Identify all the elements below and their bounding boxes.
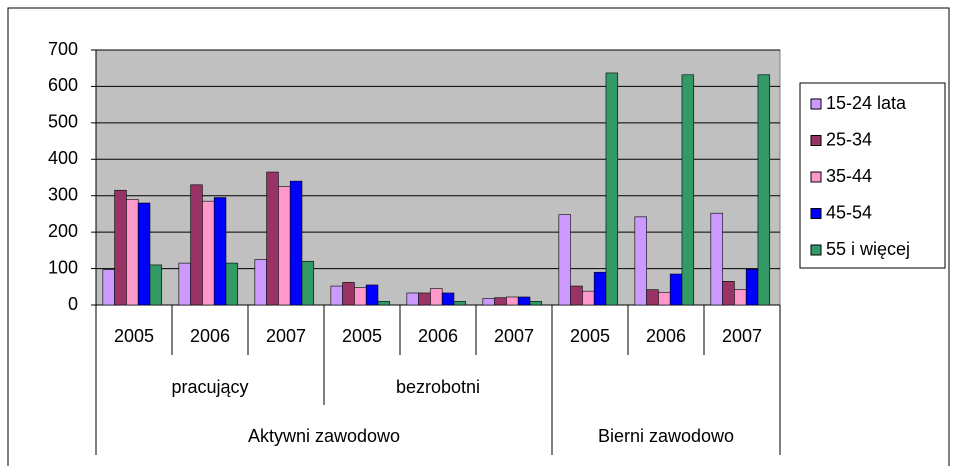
bar: [330, 285, 343, 306]
legend-label: 55 i więcej: [826, 239, 910, 259]
bar: [482, 298, 495, 306]
x-tick-label: 2007: [722, 326, 762, 346]
y-tick-label: 300: [48, 184, 78, 204]
legend-label: 25-34: [826, 129, 872, 149]
bar: [658, 291, 671, 306]
legend-label: 15-24 lata: [826, 93, 907, 113]
bar: [149, 264, 163, 306]
legend-label: 45-54: [826, 202, 872, 222]
bar: [710, 212, 723, 306]
x-tick-label: 2005: [114, 326, 154, 346]
bar: [453, 301, 467, 306]
x-tick-label: 2006: [646, 326, 686, 346]
bar: [406, 292, 419, 306]
y-tick-label: 200: [48, 221, 78, 241]
bar: [114, 189, 127, 306]
bar: [202, 200, 215, 306]
x-tick-label: 2007: [266, 326, 306, 346]
bar: [757, 74, 771, 306]
bar: [266, 171, 279, 306]
bar: [190, 184, 203, 306]
bar: [418, 292, 431, 306]
bar: [289, 180, 303, 306]
bar: [213, 197, 227, 306]
bar: [365, 284, 379, 306]
legend-label: 35-44: [826, 166, 872, 186]
bar: [529, 301, 543, 306]
x-tick-label: 2005: [342, 326, 382, 346]
legend-swatch: [810, 135, 822, 146]
y-tick-label: 100: [48, 257, 78, 277]
bar: [605, 72, 619, 306]
bar: [570, 285, 583, 306]
legend-box: [799, 82, 946, 269]
bar: [354, 287, 367, 306]
bar: [342, 282, 355, 306]
category-group-label: Bierni zawodowo: [598, 426, 734, 446]
bar: [734, 289, 747, 306]
bar: [506, 296, 519, 306]
x-tick-label: 2006: [418, 326, 458, 346]
bar: [669, 273, 683, 306]
bar: [178, 262, 191, 306]
legend-swatch: [810, 208, 822, 219]
bar: [301, 260, 315, 306]
bar: [646, 289, 659, 306]
y-tick-label: 400: [48, 148, 78, 168]
bar: [254, 259, 267, 306]
y-tick-label: 600: [48, 75, 78, 95]
legend-swatch: [810, 98, 822, 110]
y-tick-label: 500: [48, 112, 78, 132]
bar: [430, 288, 443, 306]
x-tick-label: 2006: [190, 326, 230, 346]
bar: [441, 292, 455, 306]
bar: [593, 271, 607, 306]
bar: [225, 262, 239, 306]
category-group-label: bezrobotni: [396, 377, 480, 397]
bar: [517, 296, 531, 306]
bar: [634, 216, 647, 306]
bar: [126, 199, 139, 306]
bar: [745, 268, 759, 306]
bar: [137, 202, 151, 306]
bar: [102, 269, 115, 306]
bar: [558, 214, 571, 306]
bar: [278, 186, 291, 306]
legend-swatch: [810, 244, 822, 256]
x-tick-label: 2005: [570, 326, 610, 346]
category-group-label: pracujący: [171, 377, 248, 397]
legend-swatch: [810, 171, 822, 183]
category-group-label: Aktywni zawodowo: [248, 426, 400, 446]
y-tick-label: 700: [48, 39, 78, 59]
y-tick-label: 0: [68, 294, 78, 314]
x-tick-label: 2007: [494, 326, 534, 346]
bar: [582, 290, 595, 306]
bar: [377, 301, 391, 306]
bar: [681, 74, 695, 306]
bar: [722, 281, 735, 306]
bar: [494, 297, 507, 306]
